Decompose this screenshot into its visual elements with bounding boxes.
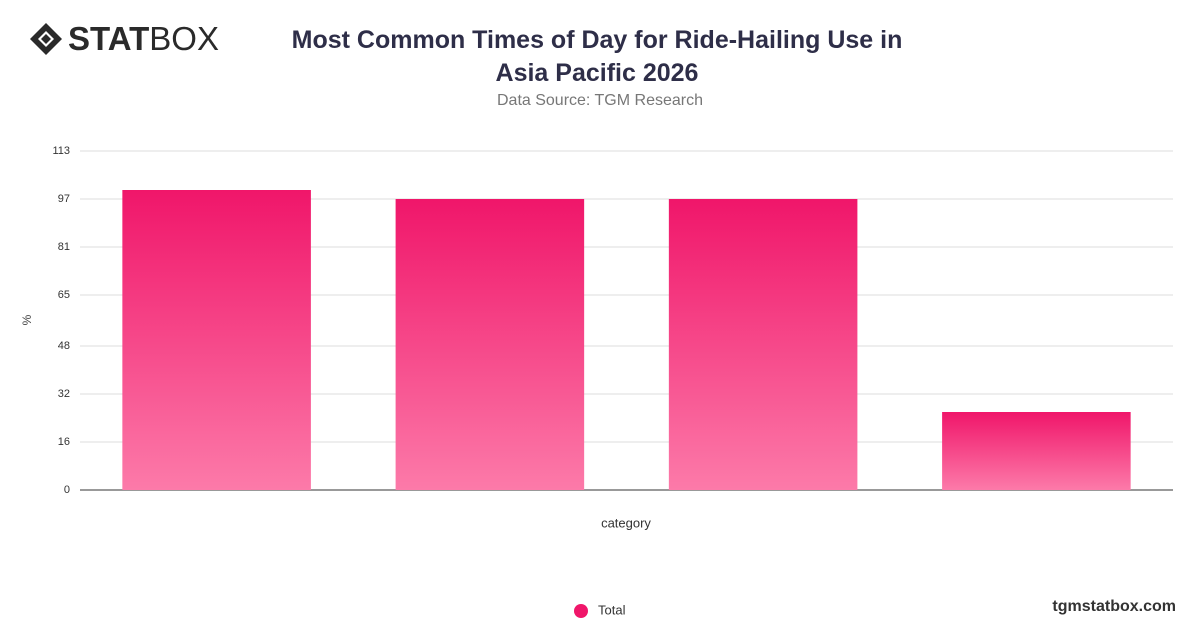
logo-icon: [30, 23, 62, 55]
bar: [395, 199, 585, 490]
y-tick-label: 65: [58, 289, 70, 301]
chart-subtitle: Data Source: TGM Research: [496, 92, 703, 109]
logo-light: BOX: [149, 20, 219, 57]
logo-bold: STAT: [68, 20, 150, 57]
y-tick-label: 32: [58, 388, 70, 400]
y-tick-label: 16: [58, 436, 70, 448]
x-axis-label: category: [601, 515, 651, 530]
y-tick-label: 113: [52, 145, 70, 157]
y-tick-label: 48: [58, 340, 70, 352]
bar: [122, 190, 311, 490]
footer: tgmstatbox.com: [1052, 598, 1176, 615]
y-axis-label: %: [20, 314, 34, 325]
legend-label: Total: [598, 602, 626, 617]
y-tick-label: 81: [58, 241, 70, 253]
y-tick-label: 0: [64, 484, 70, 496]
legend-swatch: [574, 604, 588, 618]
bar: [942, 412, 1131, 490]
bar: [668, 199, 858, 490]
y-tick-label: 97: [58, 193, 70, 205]
chart-title: Most Common Times of Day for Ride-Hailin…: [291, 26, 903, 87]
logo: STAT BOX: [28, 20, 219, 58]
